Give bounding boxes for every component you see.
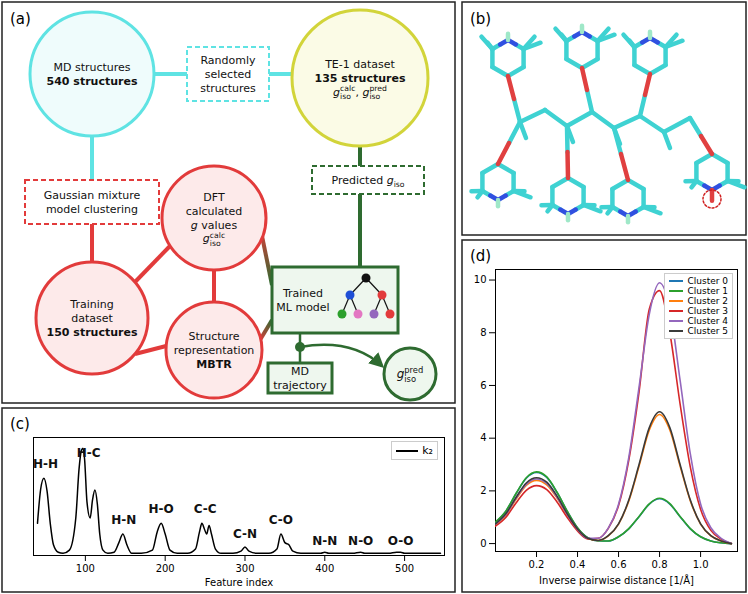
svg-text:MBTR: MBTR [196,358,232,371]
svg-text:6: 6 [480,380,486,391]
svg-text:Training: Training [69,298,113,311]
svg-text:Gaussian mixture: Gaussian mixture [44,189,141,202]
svg-text:0: 0 [480,538,486,549]
svg-text:10: 10 [474,274,487,285]
svg-text:gisocalc, gisopred: gisocalc, gisopred [333,84,387,101]
svg-text:0.2: 0.2 [529,559,545,570]
svg-text:300: 300 [235,563,254,574]
svg-text:Trained: Trained [282,287,323,300]
svg-text:2: 2 [480,485,486,496]
svg-text:1.0: 1.0 [693,559,709,570]
svg-text:gisopred: gisopred [397,365,424,384]
svg-text:C-C: C-C [194,502,217,516]
svg-text:ML model: ML model [276,301,329,314]
svg-text:540 structures: 540 structures [47,75,138,88]
svg-text:MD structures: MD structures [53,61,130,74]
svg-text:Inverse pairwise distance [1/Å: Inverse pairwise distance [1/Å] [539,574,694,586]
svg-text:H-N: H-N [111,513,136,527]
svg-text:gisocalc: gisocalc [203,231,225,248]
svg-text:calculated: calculated [186,205,243,218]
html-text:Cluster 2: Cluster 2 [687,296,728,306]
svg-text:(a): (a) [10,10,31,28]
html-text:Cluster 3: Cluster 3 [687,306,728,316]
svg-text:selected: selected [205,68,251,81]
svg-text:C-O: C-O [269,513,293,527]
svg-text:representation: representation [174,344,255,357]
svg-text:H-O: H-O [149,502,174,516]
svg-text:Randomly: Randomly [200,54,256,67]
svg-text:0.8: 0.8 [652,559,668,570]
svg-text:C-N: C-N [233,527,257,541]
svg-text:trajectory: trajectory [273,379,327,392]
svg-text:0.4: 0.4 [570,559,586,570]
svg-text:DFT: DFT [203,191,225,204]
svg-text:150 structures: 150 structures [47,326,138,339]
svg-text:N-O: N-O [348,534,373,548]
svg-text:H-H: H-H [33,457,58,471]
html-text:Cluster 1: Cluster 1 [687,286,728,296]
svg-text:O-O: O-O [388,534,414,548]
svg-text:0.6: 0.6 [611,559,627,570]
svg-text:135 structures: 135 structures [315,72,406,85]
svg-text:400: 400 [315,563,334,574]
svg-text:Predicted giso: Predicted giso [332,174,405,189]
svg-text:dataset: dataset [71,312,113,325]
svg-text:Structure: Structure [188,330,239,343]
svg-text:N-N: N-N [312,534,337,548]
svg-text:structures: structures [200,82,256,95]
svg-text:H-C: H-C [77,446,101,460]
html-text:Cluster 4: Cluster 4 [687,316,728,326]
svg-text:(b): (b) [470,10,491,28]
html-text:Cluster 0: Cluster 0 [687,276,728,286]
svg-text:Feature index: Feature index [205,577,273,588]
svg-text:MD: MD [291,365,309,378]
svg-text:100: 100 [76,563,95,574]
svg-text:500: 500 [395,563,414,574]
svg-text:8: 8 [480,327,486,338]
svg-text:model clustering: model clustering [46,203,138,216]
svg-text:TE-1 dataset: TE-1 dataset [324,58,395,71]
svg-text:200: 200 [156,563,175,574]
svg-text:4: 4 [480,432,486,443]
svg-text:g values: g values [190,218,238,232]
html-text:Cluster 5: Cluster 5 [687,326,728,336]
html-text:(c): (c) [10,415,30,433]
html-text:(d): (d) [470,247,492,265]
html-text:k₂: k₂ [422,444,433,457]
